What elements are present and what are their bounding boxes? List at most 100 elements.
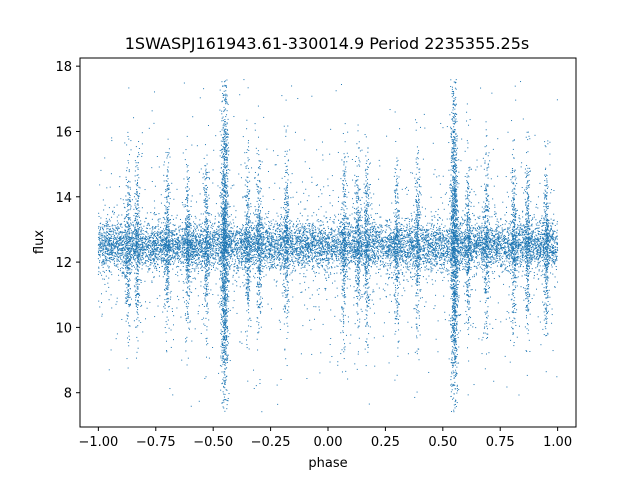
data-point [299, 263, 300, 264]
data-point [180, 249, 181, 250]
chart-title: 1SWASPJ161943.61-330014.9 Period 2235355… [125, 34, 530, 53]
data-point [234, 266, 235, 267]
data-point [175, 225, 176, 226]
data-point [202, 257, 203, 258]
data-point [385, 258, 386, 259]
data-point [436, 230, 437, 231]
data-point [462, 234, 463, 235]
data-point [156, 270, 157, 271]
data-point [447, 240, 448, 241]
data-point [272, 237, 273, 238]
data-point [219, 216, 220, 217]
data-point [228, 266, 229, 267]
data-point [479, 249, 480, 250]
data-point [495, 243, 496, 244]
data-point [483, 257, 484, 258]
data-point [393, 212, 394, 213]
data-point [375, 261, 376, 262]
data-point [183, 237, 184, 238]
data-point [408, 256, 409, 257]
data-point [354, 258, 355, 259]
data-point [113, 249, 114, 250]
data-point [198, 273, 199, 274]
data-point [271, 256, 272, 257]
data-point [191, 216, 192, 217]
data-point [146, 255, 147, 256]
data-point [120, 268, 121, 269]
data-point [234, 248, 235, 249]
data-point [393, 243, 394, 244]
data-point [296, 253, 297, 254]
data-point [119, 231, 120, 232]
data-point [292, 249, 293, 250]
data-point [173, 240, 174, 241]
data-point [278, 234, 279, 235]
data-point [400, 262, 401, 263]
data-point [360, 251, 361, 252]
data-point [293, 263, 294, 264]
data-point [429, 248, 430, 249]
data-point [270, 232, 271, 233]
data-point [239, 263, 240, 264]
data-point [458, 243, 459, 244]
data-point [457, 257, 458, 258]
data-point [329, 267, 330, 268]
data-point [104, 262, 105, 263]
data-point [250, 257, 251, 258]
data-point [403, 226, 404, 227]
data-point [185, 233, 186, 234]
data-point [330, 258, 331, 259]
data-point [158, 226, 159, 227]
data-point [320, 262, 321, 263]
data-point [498, 250, 499, 251]
data-point [281, 228, 282, 229]
data-point [150, 256, 151, 257]
data-point [390, 250, 391, 251]
data-point [292, 240, 293, 241]
data-point [398, 270, 399, 271]
data-point [231, 247, 232, 248]
data-point [209, 256, 210, 257]
data-point [212, 242, 213, 243]
data-point [197, 254, 198, 255]
data-point [375, 233, 376, 234]
data-point [315, 260, 316, 261]
data-point [262, 260, 263, 261]
data-point [324, 252, 325, 253]
data-point [415, 225, 416, 226]
data-point [198, 271, 199, 272]
data-point [244, 236, 245, 237]
data-point [319, 250, 320, 251]
data-point [257, 232, 258, 233]
data-point [150, 264, 151, 265]
data-point [501, 243, 502, 244]
data-point [316, 272, 317, 273]
data-point [150, 257, 151, 258]
data-point [401, 243, 402, 244]
data-point [459, 254, 460, 255]
data-point [294, 229, 295, 230]
data-point [538, 225, 539, 226]
data-point [307, 225, 308, 226]
data-point [376, 254, 377, 255]
data-point [510, 261, 511, 262]
data-point [295, 270, 296, 271]
data-point [195, 231, 196, 232]
data-point [204, 224, 205, 225]
data-point [337, 246, 338, 247]
data-point [405, 237, 406, 238]
data-point [544, 240, 545, 241]
data-point [108, 260, 109, 261]
data-point [267, 217, 268, 218]
data-point [549, 223, 550, 224]
data-point [380, 244, 381, 245]
data-point [200, 234, 201, 235]
data-point [324, 216, 325, 217]
data-point [508, 258, 509, 259]
data-point [158, 219, 159, 220]
data-point [443, 227, 444, 228]
data-point [437, 270, 438, 271]
data-point [440, 268, 441, 269]
data-point [328, 259, 329, 260]
data-point [283, 269, 284, 270]
